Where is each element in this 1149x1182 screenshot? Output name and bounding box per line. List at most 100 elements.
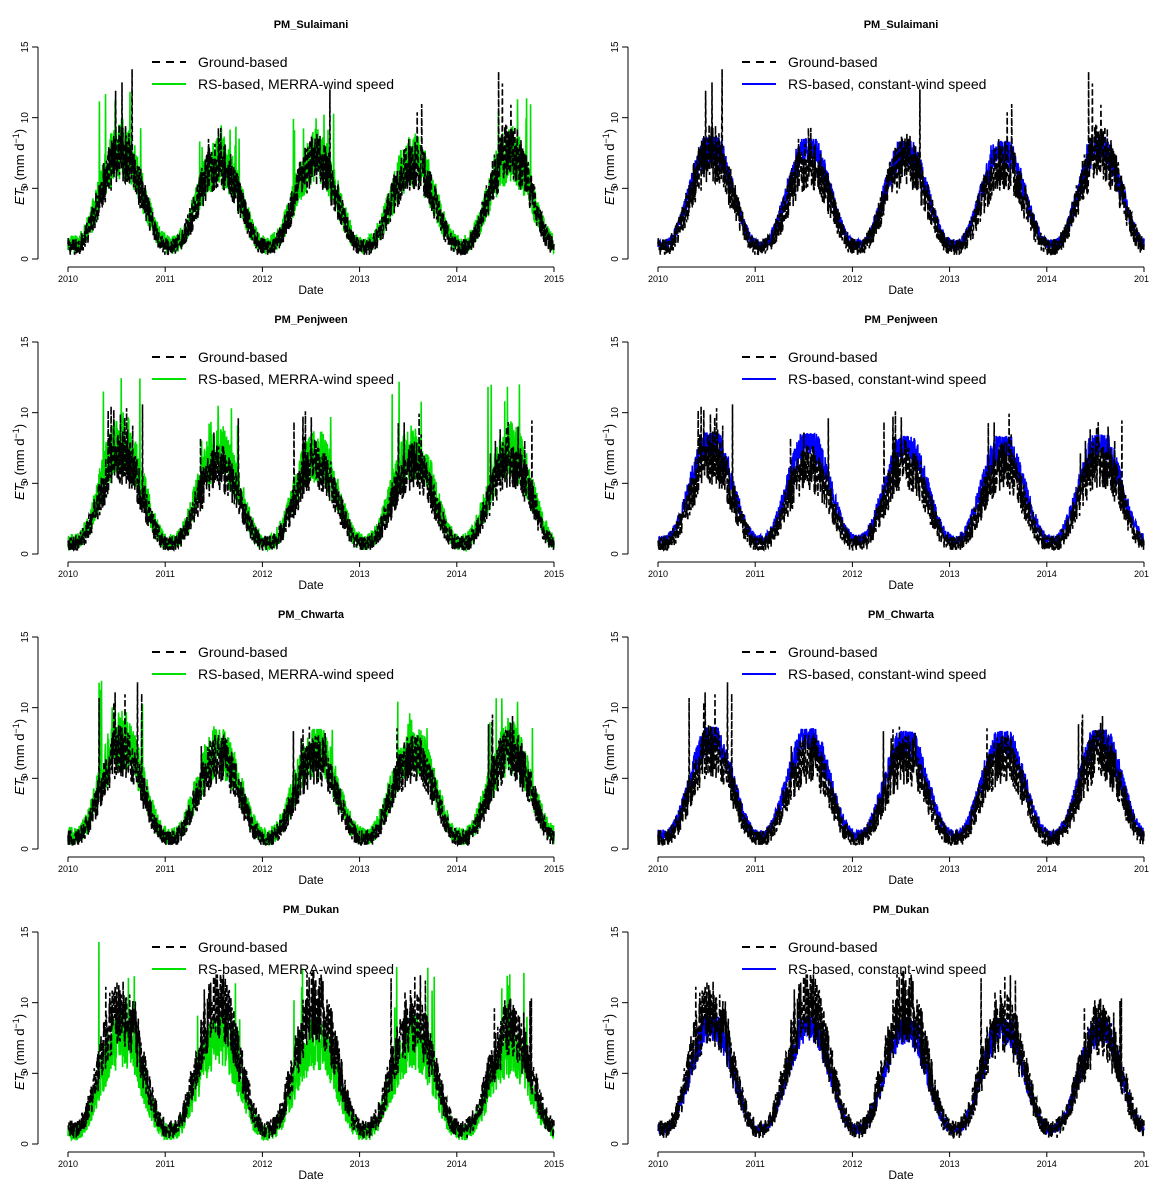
x-tick-label: 2010 <box>58 274 78 284</box>
legend-label-rs: RS-based, constant-wind speed <box>788 666 986 682</box>
x-tick-label: 2012 <box>842 864 862 874</box>
y-axis-label: ETo (mm d−1) <box>601 424 619 500</box>
chart-title: PM_Penjween <box>274 314 348 326</box>
y-label-close: ) <box>12 424 27 428</box>
y-tick-label: 0 <box>20 1141 31 1147</box>
x-axis-label: Date <box>888 873 914 885</box>
y-tick-label: 15 <box>20 631 31 643</box>
x-tick-label: 2011 <box>156 569 175 579</box>
y-tick-label: 15 <box>610 336 621 348</box>
y-label-sub: o <box>609 478 619 483</box>
chart-panel: PM_Dukan 0 5 10 15 ETo (mm d−1) 2010 2011 2012 201… <box>0 885 574 1180</box>
y-label-exponent: −1 <box>601 428 611 438</box>
chart-panel: PM_Penjween 0 5 10 15 ETo (mm d−1) 2010 2011 2012… <box>0 295 574 590</box>
y-label-sub: o <box>609 1068 619 1073</box>
legend-label-ground: Ground-based <box>198 939 288 955</box>
y-tick-label: 5 <box>610 775 621 781</box>
x-tick-label: 2012 <box>252 274 272 284</box>
series-line-ground <box>67 682 555 848</box>
legend-label-rs: RS-based, constant-wind speed <box>788 371 986 387</box>
y-axis-label: ETo (mm d−1) <box>11 129 29 205</box>
x-tick-label: 2010 <box>58 569 78 579</box>
chart-panel: PM_Chwarta 0 5 10 15 ETo (mm d−1) 2010 2011 2012 2… <box>0 590 574 885</box>
y-label-main: ET <box>12 777 27 795</box>
x-tick-label: 2012 <box>252 864 272 874</box>
y-axis-label: ETo (mm d−1) <box>11 1014 29 1090</box>
x-tick-label: 2013 <box>350 864 370 874</box>
y-label-close: ) <box>602 129 617 133</box>
y-label-close: ) <box>12 1014 27 1018</box>
legend: Ground-based RS-based, constant-wind spee… <box>742 54 986 92</box>
y-label-main: ET <box>602 482 617 500</box>
legend-label-ground: Ground-based <box>788 644 878 660</box>
y-tick-label: 15 <box>20 41 31 53</box>
y-tick-label: 15 <box>610 41 621 53</box>
y-label-exponent: −1 <box>11 723 21 733</box>
y-label-units: (mm d <box>602 144 617 181</box>
x-tick-label: 2015 <box>1134 569 1149 579</box>
y-tick-label: 10 <box>610 702 621 714</box>
chart-svg: PM_Penjween 0 5 10 15 ETo (mm d−1) 2010 2011 2012… <box>11 314 564 590</box>
chart-panel: PM_Penjween 0 5 10 15 ETo (mm d−1) 2010 2011 2012… <box>590 295 1149 590</box>
y-label-exponent: −1 <box>11 133 21 143</box>
y-label-units: (mm d <box>12 439 27 476</box>
y-tick-label: 0 <box>610 1141 621 1147</box>
legend: Ground-based RS-based, constant-wind spee… <box>742 644 986 682</box>
y-label-close: ) <box>602 1014 617 1018</box>
series-line-ground <box>67 404 555 552</box>
y-label-main: ET <box>12 187 27 205</box>
legend: Ground-based RS-based, constant-wind spee… <box>742 939 986 977</box>
y-tick-label: 10 <box>20 407 31 419</box>
y-label-sub: o <box>609 183 619 188</box>
y-label-exponent: −1 <box>601 133 611 143</box>
x-tick-label: 2014 <box>1037 274 1057 284</box>
x-tick-label: 2015 <box>1134 274 1149 284</box>
y-label-sub: o <box>609 773 619 778</box>
y-axis-label: ETo (mm d−1) <box>601 129 619 205</box>
x-axis-label: Date <box>298 873 324 885</box>
x-tick-label: 2015 <box>544 1159 564 1169</box>
x-tick-label: 2014 <box>447 864 467 874</box>
y-tick-label: 5 <box>610 480 621 486</box>
y-tick-label: 5 <box>20 775 31 781</box>
y-label-close: ) <box>12 129 27 133</box>
x-tick-label: 2015 <box>544 864 564 874</box>
chart-panel: PM_Chwarta 0 5 10 15 ETo (mm d−1) 2010 2011 2012 2… <box>590 590 1149 885</box>
chart-panel: PM_Sulaimani 0 5 10 15 ETo (mm d−1) 2010 2011 201… <box>590 0 1149 295</box>
y-label-main: ET <box>12 482 27 500</box>
legend-label-rs: RS-based, MERRA-wind speed <box>198 76 394 92</box>
y-tick-label: 0 <box>20 846 31 852</box>
y-label-exponent: −1 <box>601 723 611 733</box>
y-axis-label: ETo (mm d−1) <box>601 719 619 795</box>
chart-title: PM_Dukan <box>873 904 930 916</box>
x-tick-label: 2015 <box>1134 1159 1149 1169</box>
y-tick-label: 0 <box>20 551 31 557</box>
y-axis-label: ETo (mm d−1) <box>11 424 29 500</box>
x-axis-label: Date <box>298 578 324 590</box>
x-tick-label: 2012 <box>842 569 862 579</box>
x-tick-label: 2013 <box>350 1159 370 1169</box>
y-tick-label: 0 <box>610 551 621 557</box>
series-line-ground <box>657 682 1145 848</box>
y-label-main: ET <box>12 1072 27 1090</box>
y-label-units: (mm d <box>12 1029 27 1066</box>
x-axis-label: Date <box>298 283 324 295</box>
y-label-main: ET <box>602 187 617 205</box>
chart-svg: PM_Chwarta 0 5 10 15 ETo (mm d−1) 2010 2011 2012 2… <box>11 609 564 885</box>
y-tick-label: 15 <box>610 926 621 938</box>
y-tick-label: 10 <box>20 112 31 124</box>
y-label-exponent: −1 <box>11 428 21 438</box>
y-label-sub: o <box>19 773 29 778</box>
x-tick-label: 2011 <box>746 864 765 874</box>
legend-label-ground: Ground-based <box>198 349 288 365</box>
legend-label-rs: RS-based, constant-wind speed <box>788 961 986 977</box>
y-label-units: (mm d <box>602 1029 617 1066</box>
x-axis-label: Date <box>888 578 914 590</box>
x-tick-label: 2010 <box>648 1159 668 1169</box>
y-label-close: ) <box>602 424 617 428</box>
y-label-main: ET <box>602 1072 617 1090</box>
chart-svg: PM_Dukan 0 5 10 15 ETo (mm d−1) 2010 2011 2012 201… <box>601 904 1149 1180</box>
x-tick-label: 2015 <box>544 569 564 579</box>
x-axis-label: Date <box>888 1168 914 1180</box>
legend: Ground-based RS-based, MERRA-wind speed <box>152 349 394 387</box>
